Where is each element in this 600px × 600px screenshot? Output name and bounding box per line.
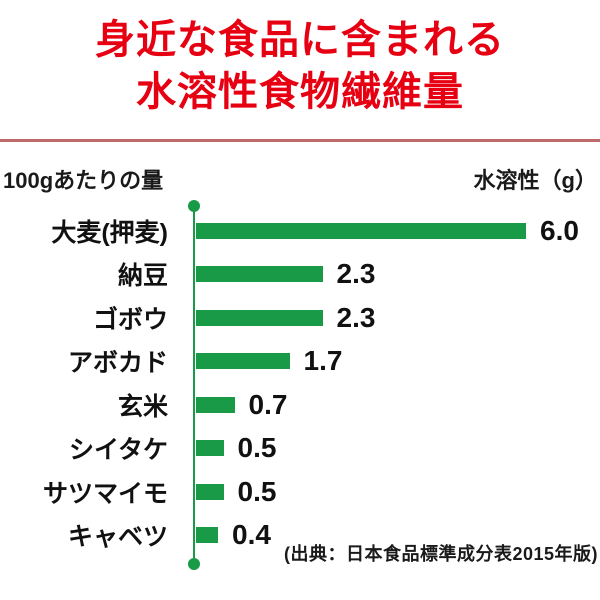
value-label: 0.5 [237,475,277,507]
axis-label-left: 100gあたりの量 [3,168,164,193]
bar [196,396,235,413]
category-label: サツマイモ [42,479,168,508]
category-label: シイタケ [68,436,168,465]
chart-row: サツマイモ 0.5 [0,470,600,514]
category-label: ゴボウ [92,305,168,334]
axis-dot-bottom [188,558,200,570]
category-label: 玄米 [117,392,168,421]
category-label: キャベツ [67,523,168,552]
chart-axis-line [193,206,195,564]
category-label: 納豆 [117,262,168,291]
page-title: 身近な食品に含まれる 水溶性食物繊維量 [0,14,600,118]
chart-row: シイタケ 0.5 [0,427,600,471]
bar [196,483,224,500]
category-label: アボカド [67,349,168,378]
axis-dot-top [188,200,200,212]
bar [196,222,526,239]
value-label: 0.5 [237,432,277,464]
value-label: 1.7 [303,345,343,377]
value-label: 2.3 [336,258,376,290]
value-label: 0.4 [232,519,271,551]
bar [196,353,290,370]
chart-row: アボカド 1.7 [0,340,600,384]
title-divider-line [0,139,600,142]
chart-row: 納豆 2.3 [0,253,600,297]
axis-label-right: 水溶性（g） [473,168,597,193]
value-label: 0.7 [248,388,288,420]
chart-row: 大麦(押麦) 6.0 [0,209,600,253]
bar [196,440,224,457]
source-note: (出典：日本食品標準成分表2015年版) [283,544,598,564]
title-line-2: 水溶性食物繊維量 [136,70,464,114]
chart-row: キャベツ 0.4 [0,514,600,558]
bar [196,266,323,283]
chart-row: ゴボウ 2.3 [0,296,600,340]
chart-row: 玄米 0.7 [0,383,600,427]
value-label: 2.3 [336,301,376,333]
category-label: 大麦(押麦) [51,218,168,247]
value-label: 6.0 [540,214,579,246]
chart-rows: 大麦(押麦) 6.0 納豆 2.3 ゴボウ 2.3 アボカド 1.7 玄米 0.7 シイタケ 0.5 サ… [0,209,600,557]
title-line-1: 身近な食品に含まれる [95,18,505,62]
bar [196,309,323,326]
bar [196,527,218,544]
